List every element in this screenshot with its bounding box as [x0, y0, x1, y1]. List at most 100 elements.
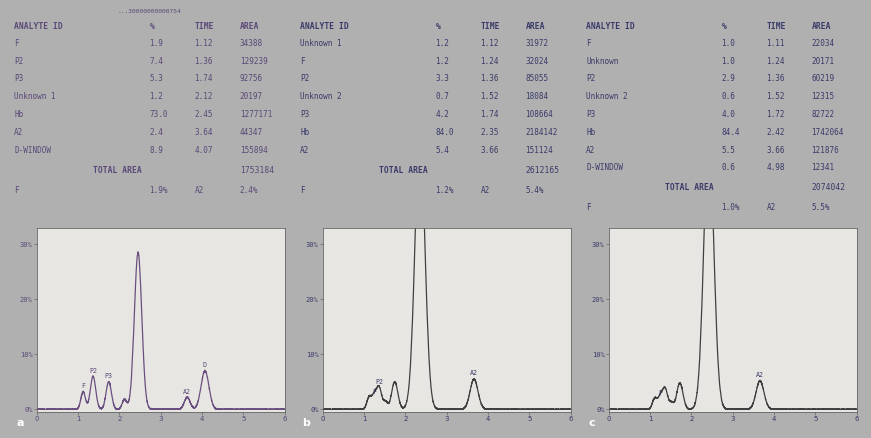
- Text: 1742064: 1742064: [812, 128, 844, 137]
- Text: F: F: [372, 389, 376, 395]
- Text: 129239: 129239: [240, 57, 267, 66]
- Text: 20197: 20197: [240, 92, 263, 101]
- Text: 60219: 60219: [812, 74, 834, 83]
- Text: %: %: [721, 21, 726, 31]
- Text: F: F: [658, 390, 662, 396]
- Text: 2.35: 2.35: [481, 128, 499, 137]
- Text: 5.4: 5.4: [436, 145, 449, 155]
- Text: 1.12: 1.12: [481, 39, 499, 48]
- Text: A2: A2: [586, 145, 596, 155]
- Text: 1.0: 1.0: [721, 39, 735, 48]
- Text: 34388: 34388: [240, 39, 263, 48]
- Text: 1753184: 1753184: [240, 166, 273, 175]
- Text: 18084: 18084: [525, 92, 549, 101]
- Text: 1.9: 1.9: [150, 39, 164, 48]
- Text: 2184142: 2184142: [525, 128, 558, 137]
- Text: F: F: [300, 57, 305, 66]
- Text: 151124: 151124: [525, 145, 553, 155]
- Text: 1.2: 1.2: [436, 39, 449, 48]
- Text: 2.9: 2.9: [721, 74, 735, 83]
- Text: ...30000000000754: ...30000000000754: [118, 9, 181, 14]
- Text: AREA: AREA: [812, 21, 831, 31]
- Text: ANALYTE ID: ANALYTE ID: [14, 21, 63, 31]
- Text: P2: P2: [89, 367, 97, 374]
- Text: 1.9%: 1.9%: [150, 186, 168, 194]
- Text: a: a: [17, 418, 24, 428]
- Text: F: F: [300, 186, 305, 194]
- Text: 2.45: 2.45: [194, 110, 213, 119]
- Text: 8.9: 8.9: [150, 145, 164, 155]
- Text: P2: P2: [300, 74, 309, 83]
- Text: 12341: 12341: [812, 163, 834, 173]
- Text: TIME: TIME: [766, 21, 786, 31]
- Text: %: %: [436, 21, 441, 31]
- Text: 3.66: 3.66: [481, 145, 499, 155]
- Text: 1.74: 1.74: [481, 110, 499, 119]
- Text: 2.4: 2.4: [150, 128, 164, 137]
- Text: A2: A2: [14, 128, 24, 137]
- Text: Unknown 1: Unknown 1: [300, 39, 342, 48]
- Text: TOTAL AREA: TOTAL AREA: [93, 166, 142, 175]
- Text: 108664: 108664: [525, 110, 553, 119]
- Text: 1277171: 1277171: [240, 110, 272, 119]
- Text: 22034: 22034: [812, 39, 834, 48]
- Text: 7.4: 7.4: [150, 57, 164, 66]
- Text: P2: P2: [375, 378, 383, 385]
- Text: 1.72: 1.72: [766, 110, 785, 119]
- Text: 20171: 20171: [812, 57, 834, 66]
- Text: 1.36: 1.36: [481, 74, 499, 83]
- Text: b: b: [302, 418, 310, 428]
- Text: 85055: 85055: [525, 74, 549, 83]
- Text: 1.0%: 1.0%: [721, 203, 740, 212]
- Text: 5.4%: 5.4%: [525, 186, 544, 194]
- Text: ANALYTE ID: ANALYTE ID: [586, 21, 635, 31]
- Text: 2074042: 2074042: [812, 184, 846, 192]
- Text: 1.11: 1.11: [766, 39, 785, 48]
- Text: A2: A2: [481, 186, 490, 194]
- Text: P2: P2: [14, 57, 24, 66]
- Text: 32024: 32024: [525, 57, 549, 66]
- Text: A2: A2: [183, 389, 192, 395]
- Text: 5.5: 5.5: [721, 145, 735, 155]
- Text: 4.98: 4.98: [766, 163, 785, 173]
- Text: P3: P3: [300, 110, 309, 119]
- Text: %: %: [150, 21, 154, 31]
- Text: F: F: [81, 383, 85, 389]
- Text: 1.2: 1.2: [150, 92, 164, 101]
- Text: Hb: Hb: [586, 128, 596, 137]
- Text: 1.52: 1.52: [766, 92, 785, 101]
- Text: 1.74: 1.74: [194, 74, 213, 83]
- Text: 4.2: 4.2: [436, 110, 449, 119]
- Text: 4.07: 4.07: [194, 145, 213, 155]
- Text: 92756: 92756: [240, 74, 263, 83]
- Text: 0.7: 0.7: [436, 92, 449, 101]
- Text: 0.6: 0.6: [721, 163, 735, 173]
- Text: 1.52: 1.52: [481, 92, 499, 101]
- Text: F: F: [586, 203, 591, 212]
- Text: Hb: Hb: [300, 128, 309, 137]
- Text: 2.4%: 2.4%: [240, 186, 258, 194]
- Text: Hb: Hb: [14, 110, 24, 119]
- Text: D: D: [203, 362, 207, 368]
- Text: AREA: AREA: [525, 21, 545, 31]
- Text: Unknown 2: Unknown 2: [300, 92, 342, 101]
- Text: 121876: 121876: [812, 145, 840, 155]
- Text: A2: A2: [766, 203, 776, 212]
- Text: P2: P2: [586, 74, 596, 83]
- Text: 1.2%: 1.2%: [436, 186, 454, 194]
- Text: 1.12: 1.12: [194, 39, 213, 48]
- Text: 12315: 12315: [812, 92, 834, 101]
- Text: TOTAL AREA: TOTAL AREA: [379, 166, 428, 175]
- Text: TIME: TIME: [194, 21, 214, 31]
- Text: F: F: [586, 39, 591, 48]
- Text: 4.0: 4.0: [721, 110, 735, 119]
- Text: P3: P3: [586, 110, 596, 119]
- Text: 84.4: 84.4: [721, 128, 740, 137]
- Text: Unknown 1: Unknown 1: [14, 92, 56, 101]
- Text: A2: A2: [470, 371, 478, 376]
- Text: c: c: [589, 418, 595, 428]
- Text: 73.0: 73.0: [150, 110, 168, 119]
- Text: 1.2: 1.2: [436, 57, 449, 66]
- Text: 2.12: 2.12: [194, 92, 213, 101]
- Text: 155894: 155894: [240, 145, 267, 155]
